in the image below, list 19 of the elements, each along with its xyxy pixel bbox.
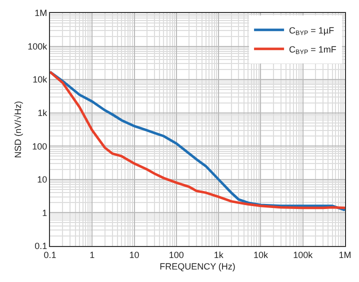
y-tick-label: 1M <box>34 8 48 18</box>
x-tick-label: 100k <box>293 250 314 260</box>
y-axis-title: NSD (nV/√Hz) <box>13 101 24 158</box>
y-tick-label: 1 <box>42 208 48 218</box>
x-tick-label: 10 <box>129 250 140 260</box>
x-tick-label: 1M <box>338 250 352 260</box>
legend-label: C$_{BYP}$ = 1mF <box>289 44 337 56</box>
x-tick-label: 1 <box>90 250 95 260</box>
y-tick-label: 0.1 <box>34 241 48 252</box>
x-axis-title: FREQUENCY (Hz) <box>160 262 236 272</box>
x-tick-label: 1k <box>214 250 224 260</box>
x-tick-label: 100 <box>168 250 184 260</box>
y-tick-label: 1k <box>38 108 48 118</box>
x-tick-label: 10k <box>253 250 268 260</box>
legend-label: C$_{BYP}$ = 1µF <box>289 25 335 38</box>
y-tick-label: 100k <box>28 41 48 52</box>
y-tick-label: 10 <box>37 174 48 185</box>
y-tick-label: 10k <box>32 74 48 85</box>
y-tick-label: 100 <box>32 141 48 152</box>
